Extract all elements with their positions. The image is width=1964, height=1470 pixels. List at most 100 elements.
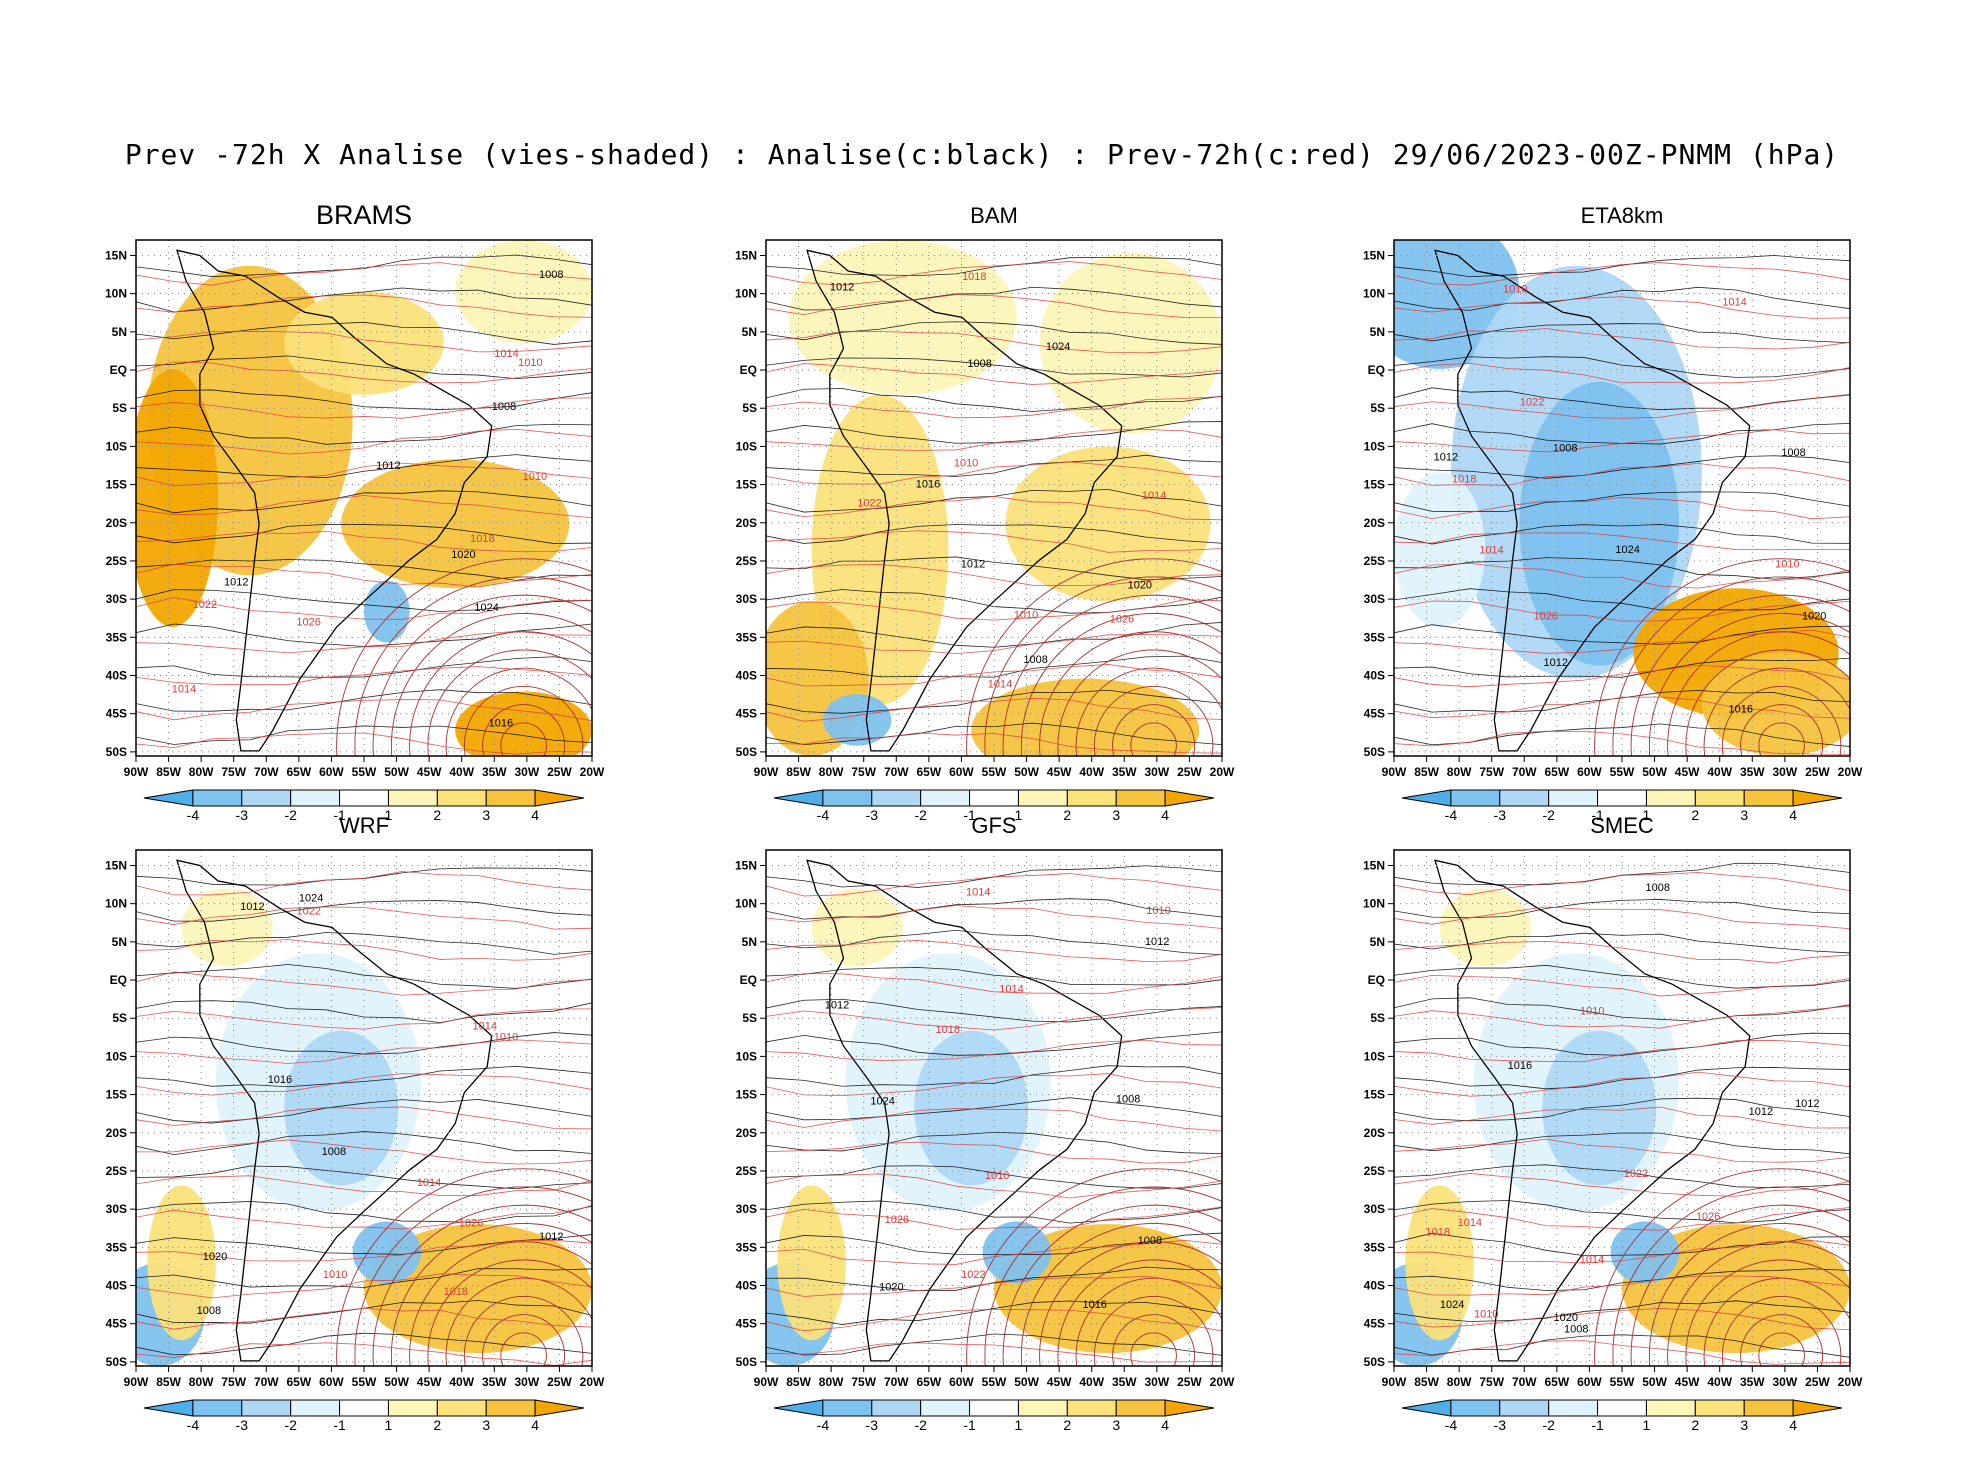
colorbar-label: -2 bbox=[284, 807, 297, 823]
colorbar-label: -4 bbox=[1445, 807, 1458, 823]
isobar-label: 1018 bbox=[470, 533, 494, 545]
isobar-label: 1020 bbox=[1554, 1312, 1578, 1324]
lon-tick-label: 75W bbox=[851, 765, 876, 779]
lat-tick-label: 25S bbox=[736, 1164, 757, 1178]
colorbar-label: 1 bbox=[1643, 807, 1651, 823]
panel-bam: BAM 1008 1010 1012 1014 1016 1018 1020 1022 1024 1… bbox=[630, 203, 1250, 860]
colorbar-label: 4 bbox=[531, 807, 539, 823]
lon-tick-label: 45W bbox=[1047, 1375, 1072, 1389]
lon-tick-label: 35W bbox=[1740, 1375, 1765, 1389]
isobar-label: 1014 bbox=[1722, 296, 1746, 308]
colorbar-label: -1 bbox=[963, 807, 976, 823]
lon-tick-label: 35W bbox=[482, 1375, 507, 1389]
lon-tick-label: 50W bbox=[1014, 765, 1039, 779]
isobar-label: 1008 bbox=[1116, 1094, 1140, 1106]
lat-tick-label: 5S bbox=[112, 1011, 127, 1025]
lat-tick-label: 25S bbox=[1364, 554, 1385, 568]
lat-tick-label: 45S bbox=[736, 707, 757, 721]
isobar-label: 1010 bbox=[323, 1269, 347, 1281]
lon-tick-label: 90W bbox=[754, 765, 779, 779]
colorbar-label: -4 bbox=[817, 1417, 830, 1433]
isobar-label: 1008 bbox=[1023, 654, 1047, 666]
lon-tick-label: 75W bbox=[1479, 1375, 1504, 1389]
lon-tick-label: 50W bbox=[1642, 1375, 1667, 1389]
colorbar-label: -1 bbox=[333, 807, 346, 823]
lon-tick-label: 40W bbox=[1079, 765, 1104, 779]
coastline bbox=[806, 249, 1123, 752]
lon-tick-label: 50W bbox=[384, 765, 409, 779]
lon-tick-label: 85W bbox=[156, 1375, 181, 1389]
lat-tick-label: 35S bbox=[106, 1240, 127, 1254]
isobar-label: 1014 bbox=[172, 684, 196, 696]
lon-tick-label: 25W bbox=[1805, 1375, 1830, 1389]
colorbar-label: -1 bbox=[1591, 1417, 1604, 1433]
lon-tick-label: 80W bbox=[189, 765, 214, 779]
lat-tick-label: 10S bbox=[1364, 1049, 1385, 1063]
isobar-label: 1008 bbox=[197, 1305, 221, 1317]
lon-tick-label: 60W bbox=[949, 765, 974, 779]
isobars bbox=[1394, 255, 1850, 756]
pressure-bias-map: 1008101010121014101610181020102210241026… bbox=[735, 849, 1235, 1433]
colorbar-label: 3 bbox=[482, 1417, 490, 1433]
lon-tick-label: 60W bbox=[319, 765, 344, 779]
colorbar: -4 -3 -2 -1 1 2 3 4 bbox=[1401, 1399, 1843, 1433]
isobar-label: 1014 bbox=[472, 1021, 496, 1033]
isobar-label: 1010 bbox=[494, 1032, 518, 1044]
lat-tick-label: 50S bbox=[1364, 1355, 1385, 1369]
isobar-label: 1008 bbox=[1138, 1235, 1162, 1247]
lat-tick-label: 15S bbox=[736, 1088, 757, 1102]
lon-tick-label: 25W bbox=[1177, 765, 1202, 779]
isobar-label: 1010 bbox=[523, 471, 547, 483]
isobar-label: 1020 bbox=[203, 1251, 227, 1263]
lon-tick-label: 30W bbox=[515, 765, 540, 779]
lat-tick-label: 45S bbox=[106, 707, 127, 721]
lon-tick-label: 35W bbox=[1112, 1375, 1137, 1389]
isobar-label: 1008 bbox=[1645, 882, 1669, 894]
lon-tick-label: 75W bbox=[221, 765, 246, 779]
colorbar-label: -1 bbox=[333, 1417, 346, 1433]
isobar-label: 1014 bbox=[417, 1177, 441, 1189]
isobar-label: 1020 bbox=[1128, 580, 1152, 592]
pressure-bias-map: 1008101010121014101610181020102210241026… bbox=[735, 239, 1235, 823]
lat-tick-label: 50S bbox=[106, 1355, 127, 1369]
panel-title: GFS bbox=[971, 813, 1017, 838]
colorbar-label: -2 bbox=[1542, 1417, 1555, 1433]
isobars bbox=[1394, 862, 1850, 1366]
lat-tick-label: 5N bbox=[742, 935, 757, 949]
colorbar-label: 1 bbox=[1015, 807, 1023, 823]
lon-tick-label: 70W bbox=[254, 1375, 279, 1389]
isobar-label: 1016 bbox=[1508, 1060, 1532, 1072]
colorbar-label: -4 bbox=[187, 807, 200, 823]
lon-tick-label: 90W bbox=[1382, 1375, 1407, 1389]
isobar-label: 1012 bbox=[1434, 451, 1458, 463]
colorbar-label: 4 bbox=[1789, 807, 1797, 823]
lat-tick-label: 15N bbox=[735, 248, 757, 262]
lon-tick-label: 75W bbox=[221, 1375, 246, 1389]
lat-tick-label: 30S bbox=[736, 1202, 757, 1216]
lon-tick-label: 40W bbox=[1707, 765, 1732, 779]
lat-tick-label: 50S bbox=[736, 745, 757, 759]
colorbar-label: 2 bbox=[1691, 807, 1699, 823]
lat-tick-label: 15N bbox=[105, 248, 127, 262]
lat-tick-label: 30S bbox=[736, 592, 757, 606]
lon-tick-label: 75W bbox=[1479, 765, 1504, 779]
lat-tick-label: 20S bbox=[736, 516, 757, 530]
colorbar-label: -3 bbox=[236, 1417, 249, 1433]
lon-tick-label: 20W bbox=[580, 765, 605, 779]
lon-tick-label: 25W bbox=[1177, 1375, 1202, 1389]
lon-tick-label: 55W bbox=[1610, 1375, 1635, 1389]
lat-tick-label: EQ bbox=[1368, 973, 1385, 987]
lat-tick-label: EQ bbox=[110, 363, 127, 377]
isobar-label: 1010 bbox=[1775, 558, 1799, 570]
lon-tick-label: 45W bbox=[1047, 765, 1072, 779]
lat-tick-label: 35S bbox=[1364, 1240, 1385, 1254]
lon-tick-label: 80W bbox=[1447, 765, 1472, 779]
lon-tick-label: 20W bbox=[580, 1375, 605, 1389]
isobar-label: 1012 bbox=[240, 901, 264, 913]
isobar-label: 1018 bbox=[1425, 1226, 1449, 1238]
colorbar-label: -3 bbox=[1494, 807, 1507, 823]
isobar-label: 1012 bbox=[224, 576, 248, 588]
isobar-label: 1016 bbox=[1082, 1299, 1106, 1311]
colorbar-label: -1 bbox=[1591, 807, 1604, 823]
isobar-label: 1024 bbox=[870, 1096, 894, 1108]
